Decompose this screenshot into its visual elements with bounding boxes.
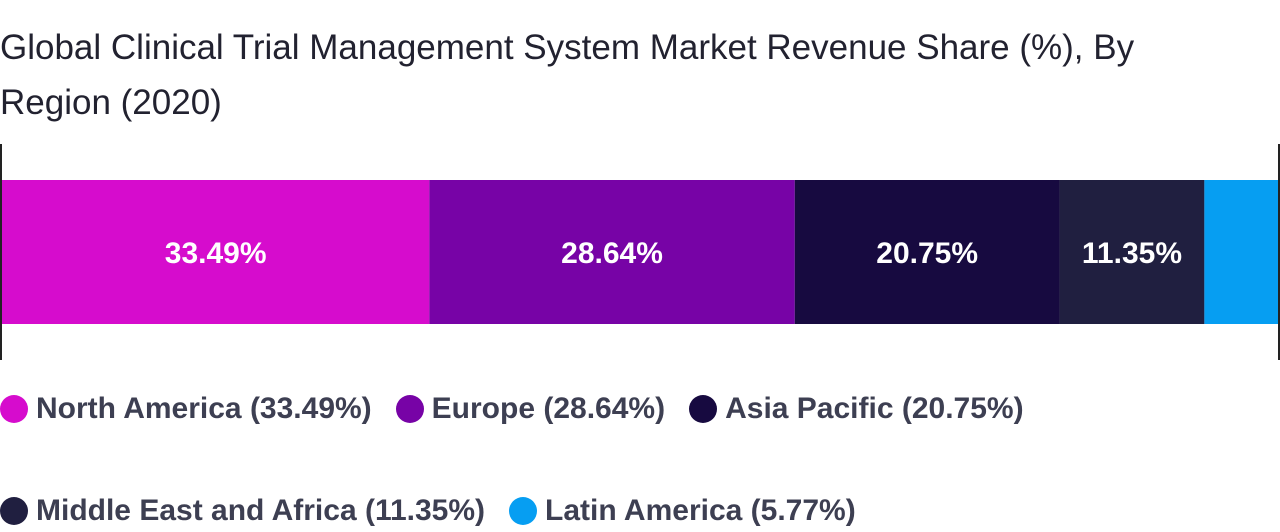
bar-segment-latin-america <box>1204 180 1278 324</box>
data-label-north-america: 33.49% <box>165 237 267 270</box>
legend-swatch <box>509 497 538 525</box>
bar-segment-middle-east-and-africa <box>1059 180 1205 324</box>
legend-item-latin-america: Latin America (5.77%) <box>509 490 856 532</box>
legend-label: Latin America (5.77%) <box>545 494 856 527</box>
legend-swatch <box>0 497 28 525</box>
bar-segment-north-america <box>2 180 430 324</box>
legend-item-europe: Europe (28.64%) <box>395 388 666 430</box>
legend-swatch <box>0 395 28 423</box>
chart-legend: North America (33.49%) Europe (28.64%) Asi… <box>0 388 1120 532</box>
legend-item-asia-pacific: Asia Pacific (20.75%) <box>689 388 1024 430</box>
bar-segment-asia-pacific <box>794 180 1060 324</box>
bar-segment-europe <box>429 180 795 324</box>
legend-swatch <box>689 395 718 423</box>
chart-title: Global Clinical Trial Management System … <box>0 28 1135 122</box>
data-label-asia-pacific: 20.75% <box>876 237 978 270</box>
stacked-bar-chart: 33.49% 28.64% 20.75% 11.35% <box>0 144 1280 360</box>
legend-label: Middle East and Africa (11.35%) <box>36 494 486 527</box>
legend-item-middle-east-and-africa: Middle East and Africa (11.35%) <box>0 490 485 532</box>
legend-label: North America (33.49%) <box>36 392 372 425</box>
legend-item-north-america: North America (33.49%) <box>0 388 372 430</box>
legend-label: Asia Pacific (20.75%) <box>725 392 1024 425</box>
legend-swatch <box>395 395 424 423</box>
data-label-europe: 28.64% <box>561 237 663 270</box>
legend-label: Europe (28.64%) <box>431 392 666 425</box>
data-label-middle-east-and-africa: 11.35% <box>1082 237 1182 270</box>
